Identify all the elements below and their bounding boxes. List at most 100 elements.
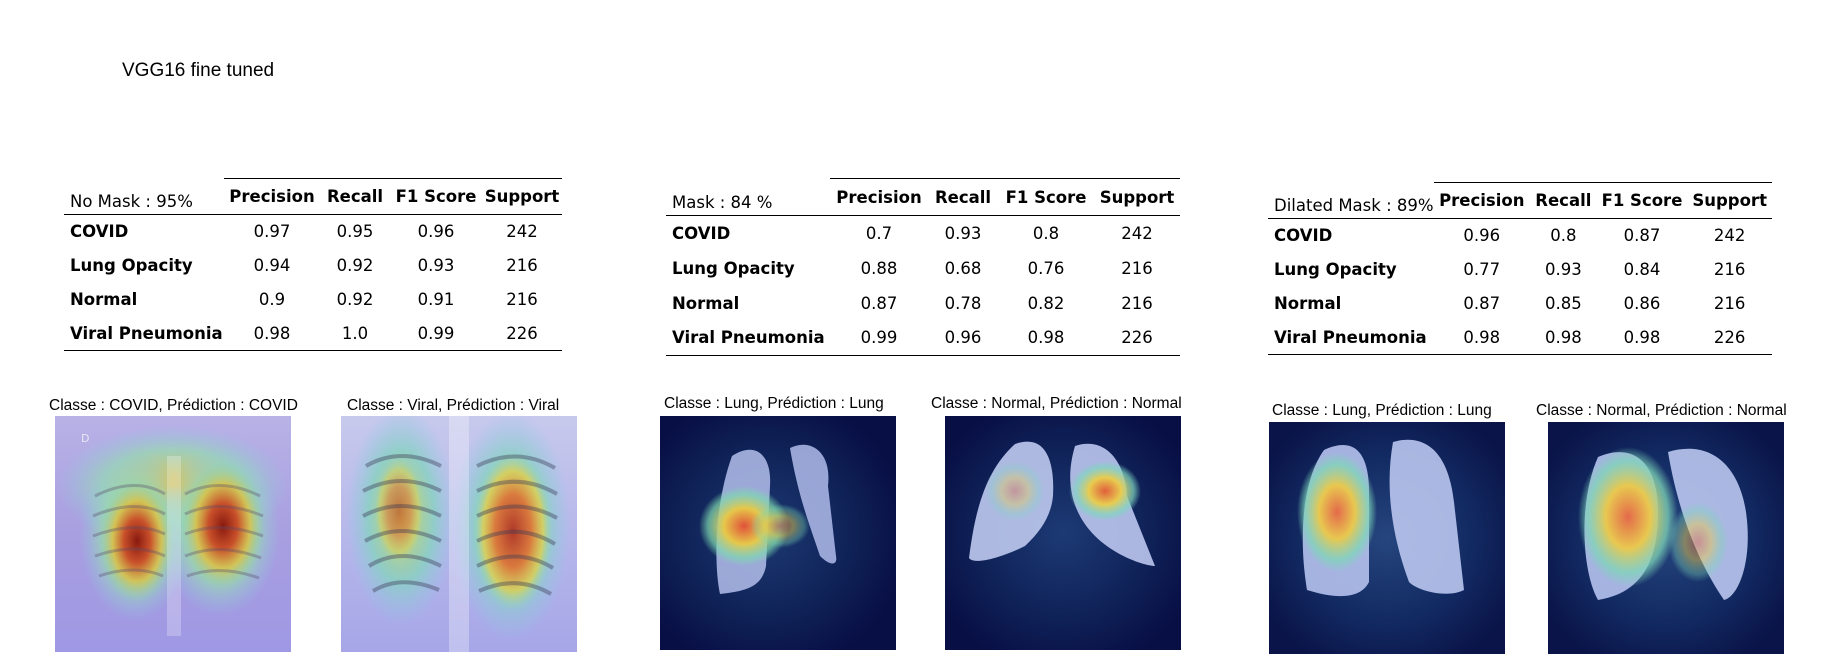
row-label: Normal (1274, 294, 1342, 313)
row-label: COVID (672, 223, 731, 243)
support-cell: 226 (1121, 328, 1153, 348)
row-label: Lung Opacity (70, 256, 193, 275)
gradcam-xray-image: D (55, 416, 291, 652)
f1-cell: 0.96 (417, 222, 455, 242)
image-caption: Classe : COVID, Prédiction : COVID (49, 397, 298, 414)
precision-cell: 0.97 (253, 222, 291, 242)
gradcam-mask-image (660, 416, 896, 650)
table-panel-dilated-mask: Dilated Mask : 89% Precision Recall F1 S… (1268, 182, 1772, 355)
page-title: VGG16 fine tuned (122, 60, 275, 81)
f1-cell: 0.99 (417, 323, 455, 343)
column-header-precision: Precision (830, 178, 928, 216)
row-label: Viral Pneumonia (672, 328, 825, 348)
row-label: COVID (70, 222, 129, 242)
gradcam-xray-image (341, 416, 577, 652)
recall-cell: 0.92 (336, 290, 374, 309)
row-label: Normal (672, 293, 740, 313)
precision-cell: 0.94 (253, 256, 291, 275)
precision-cell: 0.87 (860, 293, 898, 313)
column-header-f1-score: F1 Score (1596, 182, 1688, 219)
table-row: COVID 0.97 0.95 0.96 242 (64, 215, 562, 249)
support-cell: 242 (1713, 226, 1746, 246)
f1-cell: 0.91 (417, 290, 455, 309)
table-row: Normal 0.87 0.85 0.86 216 (1268, 287, 1772, 321)
precision-cell: 0.7 (865, 223, 893, 243)
classification-report-no-mask: No Mask : 95% Precision Recall F1 Score … (64, 178, 562, 351)
recall-cell: 0.85 (1544, 294, 1582, 313)
classification-report-dilated-mask: Dilated Mask : 89% Precision Recall F1 S… (1268, 182, 1772, 355)
recall-cell: 0.98 (1544, 327, 1582, 347)
column-header-support: Support (1094, 178, 1180, 216)
support-cell: 242 (506, 222, 538, 242)
row-label: Viral Pneumonia (1274, 327, 1427, 347)
recall-cell: 0.95 (336, 222, 374, 242)
classification-report-mask: Mask : 84 % Precision Recall F1 Score Su… (666, 178, 1180, 356)
recall-cell: 0.68 (944, 258, 982, 278)
row-label: Lung Opacity (1274, 260, 1397, 279)
column-header-recall: Recall (1530, 182, 1597, 219)
f1-cell: 0.8 (1032, 223, 1060, 243)
support-cell: 242 (1121, 223, 1153, 243)
precision-cell: 0.88 (860, 258, 898, 278)
f1-cell: 0.98 (1623, 327, 1661, 347)
f1-cell: 0.82 (1027, 293, 1065, 313)
table-row: Viral Pneumonia 0.98 0.98 0.98 226 (1268, 321, 1772, 355)
table-row: Normal 0.87 0.78 0.82 216 (666, 286, 1180, 321)
gradcam-dilated-mask-image (1269, 422, 1505, 654)
support-cell: 216 (506, 290, 538, 309)
image-caption: Classe : Lung, Prédiction : Lung (1272, 402, 1492, 419)
f1-cell: 0.98 (1027, 328, 1065, 348)
column-header-support: Support (1687, 182, 1772, 219)
column-header-precision: Precision (1433, 182, 1531, 219)
gradcam-mask-image (945, 416, 1181, 650)
column-header-support: Support (482, 178, 562, 215)
precision-cell: 0.98 (253, 323, 291, 343)
recall-cell: 0.93 (944, 223, 982, 243)
table-label: No Mask : 95% (70, 192, 193, 211)
image-caption: Classe : Normal, Prédiction : Normal (931, 395, 1182, 412)
gradcam-dilated-mask-image (1548, 422, 1784, 654)
table-row: Viral Pneumonia 0.99 0.96 0.98 226 (666, 321, 1180, 356)
column-header-recall: Recall (928, 178, 998, 216)
support-cell: 216 (1121, 293, 1153, 313)
precision-cell: 0.77 (1463, 260, 1501, 279)
column-header-f1-score: F1 Score (390, 178, 482, 215)
support-cell: 216 (1713, 294, 1746, 313)
table-panel-no-mask: No Mask : 95% Precision Recall F1 Score … (64, 178, 562, 351)
support-cell: 216 (506, 256, 538, 275)
f1-cell: 0.76 (1027, 258, 1065, 278)
table-label: Mask : 84 % (672, 193, 773, 212)
recall-cell: 1.0 (341, 323, 369, 343)
column-header-f1-score: F1 Score (998, 178, 1094, 216)
precision-cell: 0.9 (258, 290, 286, 309)
column-header-recall: Recall (320, 178, 390, 215)
support-cell: 216 (1121, 258, 1153, 278)
table-label: Dilated Mask : 89% (1274, 196, 1434, 215)
f1-cell: 0.87 (1623, 226, 1661, 246)
table-row: Normal 0.9 0.92 0.91 216 (64, 283, 562, 317)
recall-cell: 0.78 (944, 293, 982, 313)
table-panel-mask: Mask : 84 % Precision Recall F1 Score Su… (666, 178, 1180, 356)
table-row: COVID 0.7 0.93 0.8 242 (666, 216, 1180, 251)
table-row: Lung Opacity 0.77 0.93 0.84 216 (1268, 253, 1772, 287)
svg-text:D: D (81, 432, 89, 445)
f1-cell: 0.86 (1623, 294, 1661, 313)
row-label: Viral Pneumonia (70, 323, 223, 343)
image-caption: Classe : Lung, Prédiction : Lung (664, 395, 884, 412)
precision-cell: 0.98 (1463, 327, 1501, 347)
table-row: Lung Opacity 0.94 0.92 0.93 216 (64, 249, 562, 283)
column-header-precision: Precision (224, 178, 320, 215)
image-caption: Classe : Normal, Prédiction : Normal (1536, 402, 1787, 419)
recall-cell: 0.8 (1550, 226, 1577, 246)
precision-cell: 0.96 (1463, 226, 1501, 246)
recall-cell: 0.96 (944, 328, 982, 348)
row-label: Lung Opacity (672, 258, 795, 278)
support-cell: 226 (506, 323, 538, 343)
table-row: Viral Pneumonia 0.98 1.0 0.99 226 (64, 317, 562, 351)
row-label: COVID (1274, 226, 1333, 246)
table-row: COVID 0.96 0.8 0.87 242 (1268, 219, 1772, 253)
image-caption: Classe : Viral, Prédiction : Viral (347, 397, 560, 414)
precision-cell: 0.87 (1463, 294, 1501, 313)
support-cell: 226 (1713, 327, 1746, 347)
recall-cell: 0.92 (336, 256, 374, 275)
